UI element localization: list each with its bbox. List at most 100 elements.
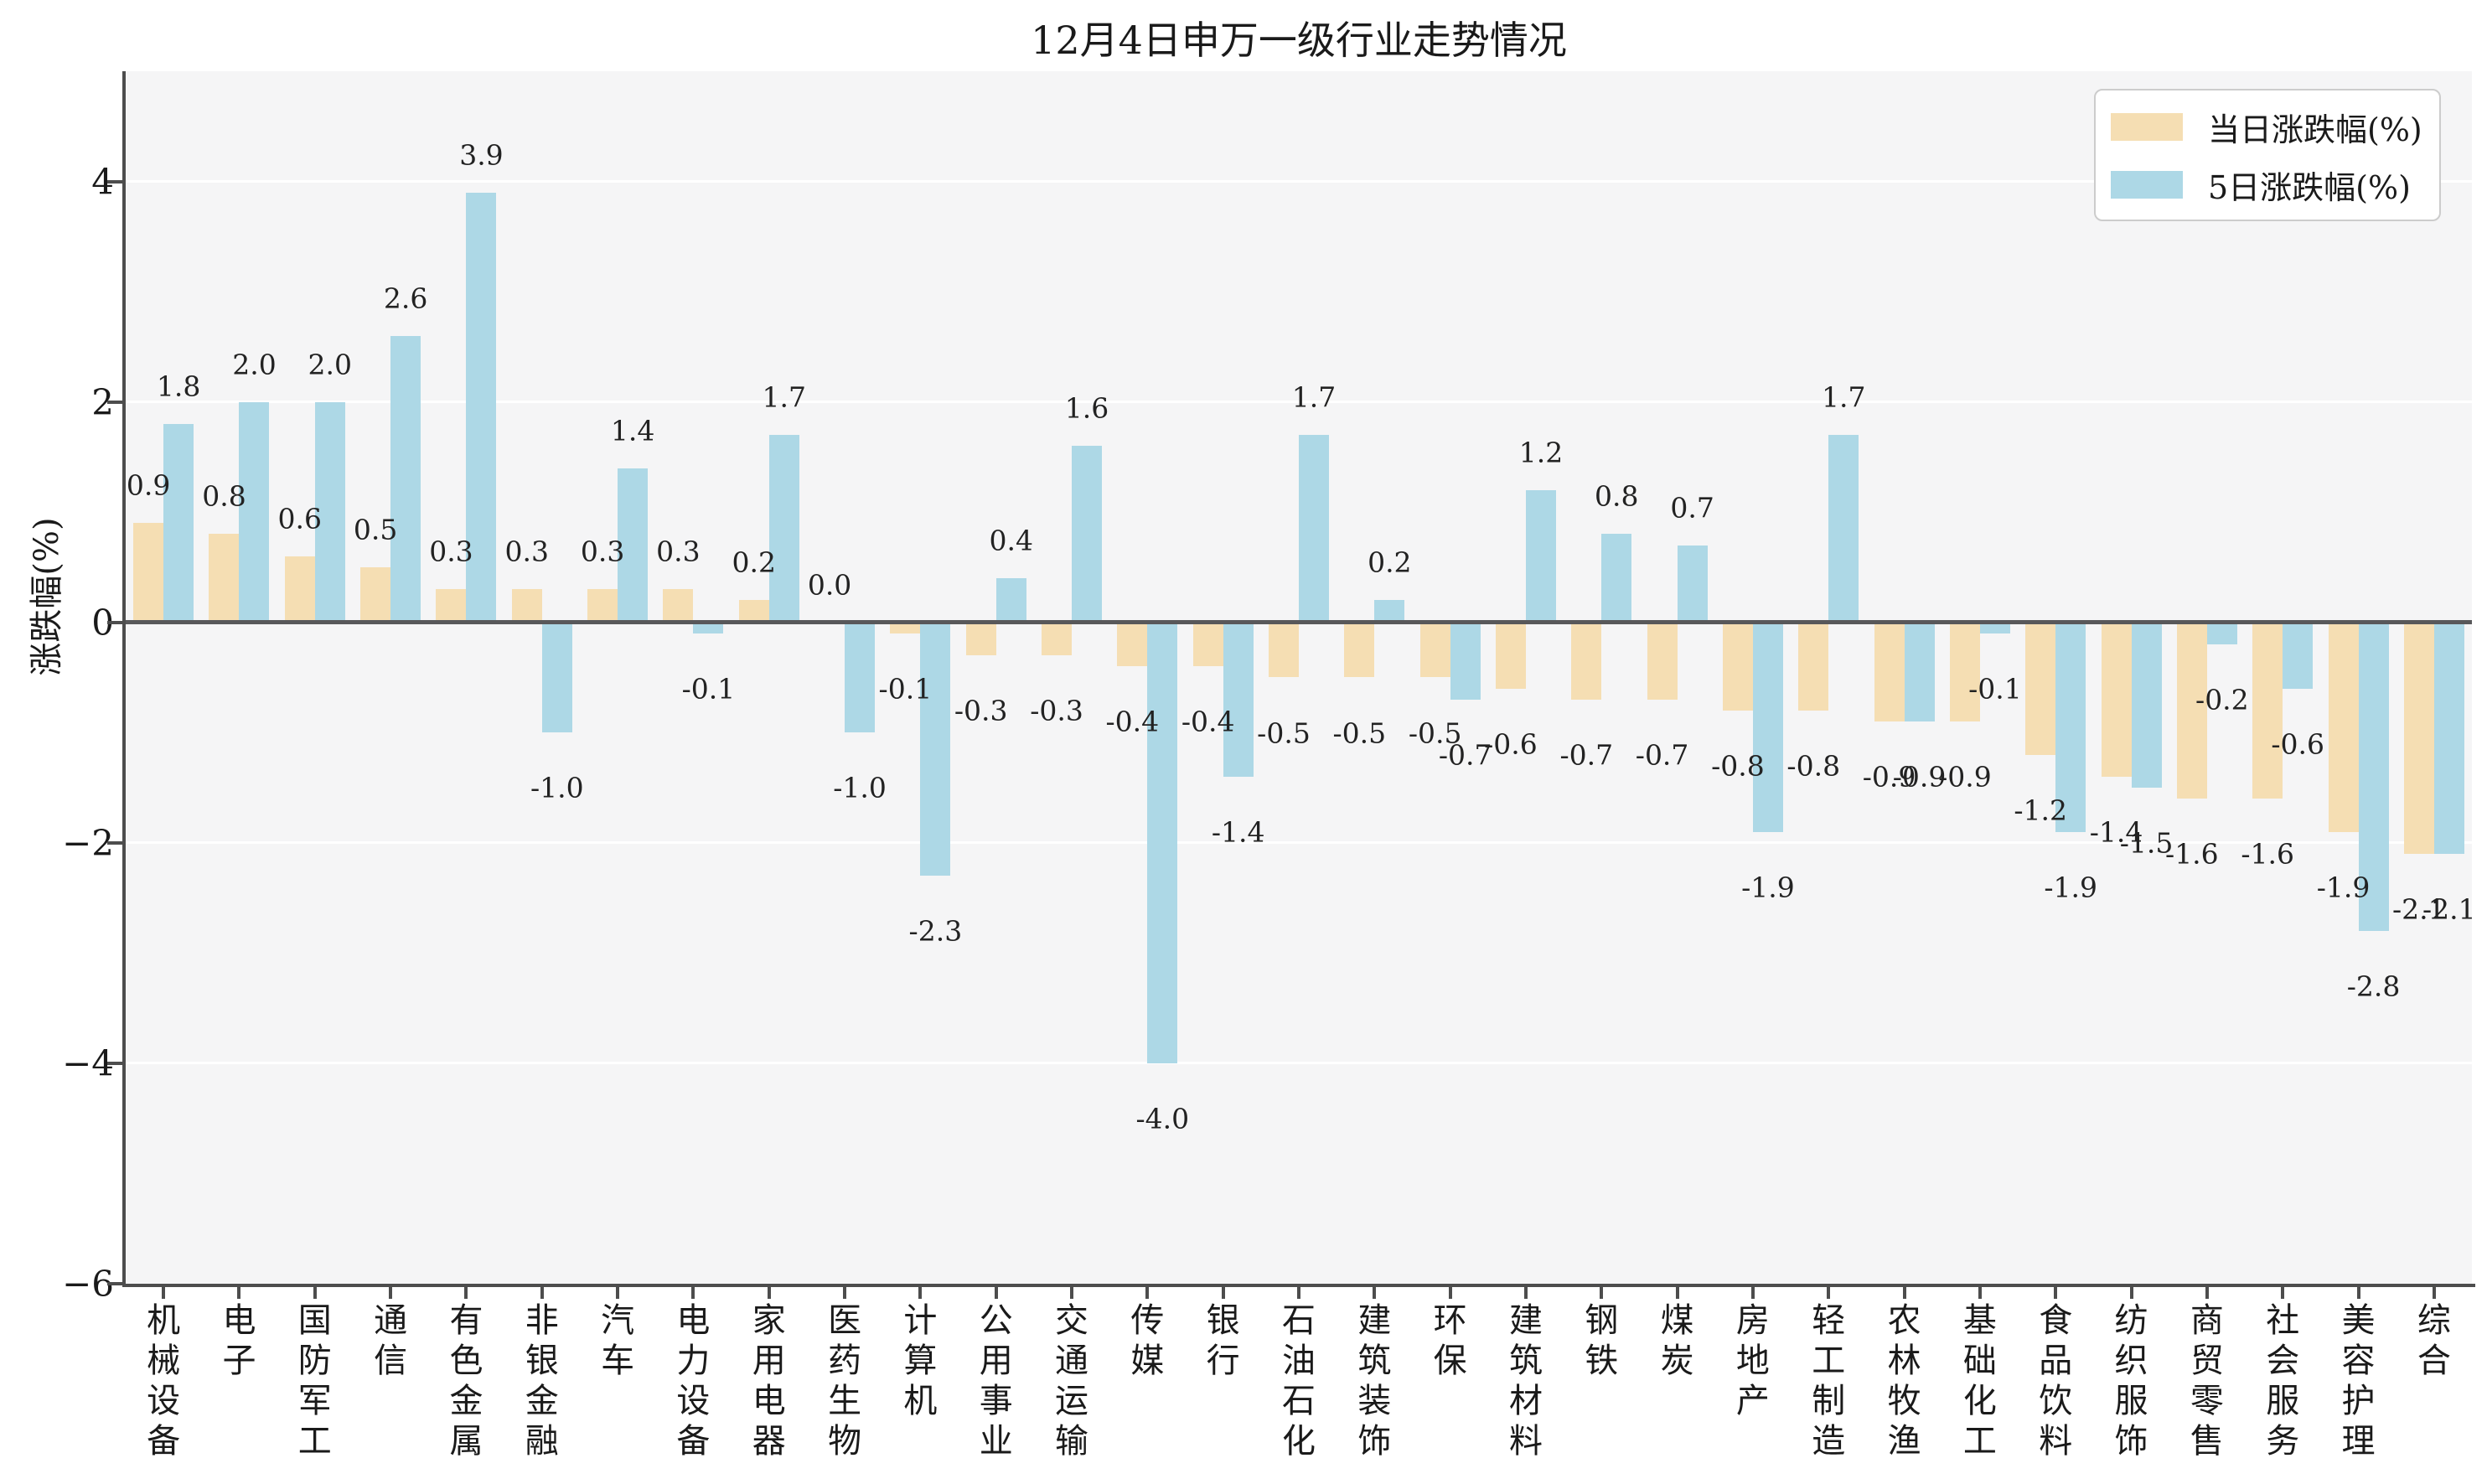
bar-daily-钢铁 <box>1571 622 1602 700</box>
bar-value-daily-综合: -2.1 <box>2392 892 2446 926</box>
y-tick-label--2: −2 <box>62 822 114 864</box>
bar-daily-传媒 <box>1117 622 1148 667</box>
legend-swatch-daily-icon <box>2111 113 2183 141</box>
x-tick-label-传媒: 传媒 <box>1130 1301 1165 1380</box>
x-tick-label-综合: 综合 <box>2417 1301 2451 1380</box>
bar-5day-石油石化 <box>1299 435 1329 623</box>
bar-daily-煤炭 <box>1647 622 1678 700</box>
bar-value-5day-公用事业: 0.4 <box>989 524 1033 557</box>
gridline-y4 <box>126 180 2472 184</box>
x-tickmark-纺织服饰 <box>2129 1287 2133 1299</box>
bar-daily-社会服务 <box>2252 622 2283 799</box>
legend-swatch-5day-icon <box>2111 171 2183 199</box>
bar-value-5day-国防军工: 2.0 <box>308 348 353 381</box>
x-tick-label-银行: 银行 <box>1206 1301 1240 1380</box>
bar-5day-商贸零售 <box>2206 622 2237 645</box>
x-tickmark-通信 <box>389 1287 393 1299</box>
x-tickmark-农林牧渔 <box>1902 1287 1906 1299</box>
bar-daily-交通运输 <box>1042 622 1073 656</box>
zero-line <box>126 620 2472 625</box>
bar-daily-轻工制造 <box>1798 622 1829 711</box>
bar-value-5day-美容护理: -2.8 <box>2346 970 2401 1003</box>
x-tickmark-汽车 <box>616 1287 620 1299</box>
bar-daily-环保 <box>1419 622 1450 678</box>
x-tick-label-轻工制造: 轻工制造 <box>1812 1301 1846 1461</box>
bar-value-daily-家用电器: 0.2 <box>732 546 776 579</box>
bar-value-daily-电子: 0.8 <box>202 479 246 513</box>
bar-value-5day-电子: 2.0 <box>232 348 277 381</box>
x-tickmark-交通运输 <box>1070 1287 1074 1299</box>
bar-daily-纺织服饰 <box>2101 622 2132 777</box>
x-tickmark-基础化工 <box>1978 1287 1982 1299</box>
x-tick-label-电子: 电子 <box>222 1301 256 1380</box>
bar-5day-钢铁 <box>1601 534 1632 623</box>
bar-value-5day-建筑材料: 1.2 <box>1518 436 1564 469</box>
bar-value-5day-医药生物: -1.0 <box>833 771 887 804</box>
bar-daily-国防军工 <box>284 556 315 623</box>
bar-value-daily-通信: 0.5 <box>353 513 398 546</box>
bar-5day-食品饮料 <box>2055 622 2086 832</box>
bar-daily-美容护理 <box>2328 622 2359 832</box>
bar-5day-电力设备 <box>693 622 724 633</box>
x-tick-label-煤炭: 煤炭 <box>1660 1301 1694 1380</box>
bar-value-5day-电力设备: -0.1 <box>681 672 736 706</box>
bar-5day-国防军工 <box>314 401 345 623</box>
bar-5day-农林牧渔 <box>1904 622 1935 722</box>
x-tick-label-石油石化: 石油石化 <box>1282 1301 1316 1461</box>
bar-value-5day-建筑装饰: 0.2 <box>1368 546 1412 579</box>
bar-value-daily-环保: -0.5 <box>1408 716 1462 749</box>
bar-daily-通信 <box>360 566 391 623</box>
x-tick-label-基础化工: 基础化工 <box>1962 1301 1997 1461</box>
x-tickmark-非银金融 <box>540 1287 544 1299</box>
bar-value-5day-煤炭: 0.7 <box>1670 491 1714 525</box>
bar-value-5day-石油石化: 1.7 <box>1291 380 1337 414</box>
bar-value-daily-传媒: -0.4 <box>1105 705 1160 738</box>
x-tick-label-社会服务: 社会服务 <box>2266 1301 2300 1461</box>
bar-daily-食品饮料 <box>2025 622 2056 755</box>
bar-value-daily-轻工制造: -0.8 <box>1786 749 1841 783</box>
bar-5day-银行 <box>1223 622 1254 777</box>
x-tick-label-房地产: 房地产 <box>1735 1301 1770 1420</box>
bar-5day-建筑材料 <box>1525 489 1556 623</box>
x-tickmark-美容护理 <box>2356 1287 2360 1299</box>
x-tick-label-医药生物: 医药生物 <box>828 1301 862 1461</box>
legend-label-daily: 当日涨跌幅(%) <box>2208 111 2422 148</box>
y-tickmark--6 <box>107 1282 122 1285</box>
x-tickmark-食品饮料 <box>2054 1287 2058 1299</box>
bar-5day-公用事业 <box>995 578 1026 623</box>
bar-value-5day-有色金属: 3.9 <box>459 138 504 172</box>
bar-5day-计算机 <box>920 622 951 876</box>
bar-daily-房地产 <box>1722 622 1753 711</box>
chart-title: 12月4日申万一级行业走势情况 <box>1031 18 1567 63</box>
x-tick-label-美容护理: 美容护理 <box>2341 1301 2376 1461</box>
bar-daily-非银金融 <box>511 589 542 623</box>
bar-value-5day-轻工制造: 1.7 <box>1822 380 1866 414</box>
x-tickmark-环保 <box>1448 1287 1452 1299</box>
bar-value-5day-商贸零售: -0.2 <box>2195 683 2249 716</box>
x-tickmark-医药生物 <box>843 1287 847 1299</box>
bar-5day-医药生物 <box>845 622 876 733</box>
bar-daily-建筑材料 <box>1495 622 1526 689</box>
bar-5day-美容护理 <box>2358 622 2389 932</box>
y-tick-label-4: 4 <box>91 161 114 203</box>
bar-daily-家用电器 <box>738 600 769 623</box>
x-tickmark-公用事业 <box>994 1287 998 1299</box>
bar-daily-银行 <box>1192 622 1223 667</box>
bar-value-daily-银行: -0.4 <box>1181 705 1235 738</box>
bar-value-daily-食品饮料: -1.2 <box>2014 794 2068 827</box>
x-tickmark-商贸零售 <box>2205 1287 2209 1299</box>
x-tickmark-石油石化 <box>1297 1287 1300 1299</box>
bar-value-daily-非银金融: 0.3 <box>504 535 550 568</box>
x-tickmark-家用电器 <box>767 1287 771 1299</box>
bar-value-5day-交通运输: 1.6 <box>1064 391 1109 425</box>
x-axis-spine <box>122 1284 2475 1287</box>
x-tick-label-环保: 环保 <box>1433 1301 1467 1380</box>
bar-5day-社会服务 <box>2283 622 2314 689</box>
bar-5day-建筑装饰 <box>1374 600 1405 623</box>
bar-value-daily-建筑材料: -0.6 <box>1484 727 1538 761</box>
x-tick-label-纺织服饰: 纺织服饰 <box>2114 1301 2148 1461</box>
bar-value-daily-农林牧渔: -0.9 <box>1862 760 1916 794</box>
y-tick-label--4: −4 <box>62 1042 114 1084</box>
bar-value-daily-国防军工: 0.6 <box>277 502 323 535</box>
